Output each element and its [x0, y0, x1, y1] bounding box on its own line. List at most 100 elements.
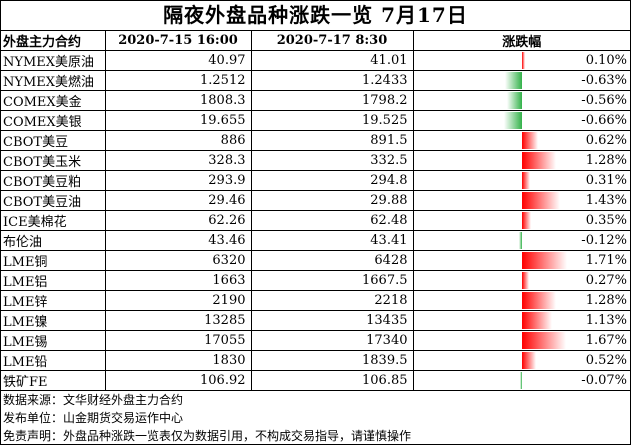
curr-price: 29.88: [250, 190, 414, 211]
curr-price: 332.5: [250, 150, 414, 171]
prev-price: 6320: [104, 250, 252, 271]
prev-price: 19.655: [104, 110, 252, 131]
change-bar-down: [518, 232, 522, 249]
header-contract: 外盘主力合约: [1, 31, 106, 51]
change-bar-up: [521, 132, 538, 149]
contract-name: 布伦油: [1, 230, 106, 251]
table-body: NYMEX美原油 40.97 41.01 0.10% NYMEX美燃油 1.2512 1.2…: [1, 50, 630, 391]
prev-price: 13285: [104, 310, 252, 331]
header-prev-time: 2020-7-15 16:00: [104, 31, 252, 51]
change-cell: 0.27%: [412, 270, 630, 291]
change-bar-up: [521, 192, 560, 209]
change-value: 0.31%: [585, 173, 627, 188]
change-bar-up: [521, 212, 531, 229]
contract-name: LME铜: [1, 250, 106, 271]
page-title: 隔夜外盘品种涨跌一览 7月17日: [1, 1, 630, 31]
prev-price: 62.26: [104, 210, 252, 231]
change-cell: 1.43%: [412, 190, 630, 211]
contract-name: ICE美棉花: [1, 210, 106, 231]
change-value: 0.27%: [585, 273, 627, 288]
change-value: 1.67%: [585, 333, 627, 348]
change-cell: 0.10%: [412, 50, 630, 71]
table-row: LME铅 1830 1839.5 0.52%: [1, 350, 630, 371]
contract-name: 铁矿FE: [1, 370, 106, 391]
prev-price: 40.97: [104, 50, 252, 71]
change-bar-down: [503, 112, 522, 129]
table-row: 铁矿FE 106.92 106.85 -0.07%: [1, 370, 630, 391]
table-row: ICE美棉花 62.26 62.48 0.35%: [1, 210, 630, 231]
contract-name: CBOT美豆粕: [1, 170, 106, 191]
contract-name: CBOT美豆: [1, 130, 106, 151]
curr-price: 43.41: [250, 230, 414, 251]
header-curr-time: 2020-7-17 8:30: [250, 31, 414, 51]
change-value: -0.07%: [581, 373, 627, 388]
curr-price: 13435: [250, 310, 414, 331]
curr-price: 294.8: [250, 170, 414, 191]
table-row: LME铝 1663 1667.5 0.27%: [1, 270, 630, 291]
change-value: 1.28%: [585, 293, 627, 308]
change-value: -0.12%: [581, 233, 627, 248]
table-row: COMEX美银 19.655 19.525 -0.66%: [1, 110, 630, 131]
change-cell: -0.07%: [412, 370, 630, 391]
contract-name: LME锌: [1, 290, 106, 311]
change-bar-up: [521, 172, 530, 189]
prev-price: 1.2512: [104, 70, 252, 91]
change-bar-up: [521, 52, 525, 69]
table-row: CBOT美豆油 29.46 29.88 1.43%: [1, 190, 630, 211]
curr-price: 41.01: [250, 50, 414, 71]
change-value: 0.62%: [585, 133, 627, 148]
footer-disclaimer: 免责声明：外盘品种涨跌一览表仅为数据引用，不构成交易指导，请谨慎操作: [3, 429, 412, 443]
curr-price: 2218: [250, 290, 414, 311]
table-row: LME镍 13285 13435 1.13%: [1, 310, 630, 331]
prev-price: 293.9: [104, 170, 252, 191]
prev-price: 106.92: [104, 370, 252, 391]
prev-price: 43.46: [104, 230, 252, 251]
contract-name: COMEX美银: [1, 110, 106, 131]
header-change: 涨跌幅: [412, 31, 630, 51]
table-row: NYMEX美原油 40.97 41.01 0.10%: [1, 50, 630, 71]
curr-price: 1839.5: [250, 350, 414, 371]
change-cell: 0.52%: [412, 350, 630, 371]
table-row: LME铜 6320 6428 1.71%: [1, 250, 630, 271]
change-value: -0.66%: [581, 113, 627, 128]
prev-price: 328.3: [104, 150, 252, 171]
change-bar-down: [519, 372, 522, 389]
change-value: -0.56%: [581, 93, 627, 108]
contract-name: LME铝: [1, 270, 106, 291]
prev-price: 2190: [104, 290, 252, 311]
change-cell: -0.12%: [412, 230, 630, 251]
prev-price: 1808.3: [104, 90, 252, 111]
change-cell: 0.35%: [412, 210, 630, 231]
change-cell: 0.62%: [412, 130, 630, 151]
change-bar-up: [521, 152, 556, 169]
table-row: CBOT美玉米 328.3 332.5 1.28%: [1, 150, 630, 171]
contract-name: NYMEX美燃油: [1, 70, 106, 91]
change-value: 1.13%: [585, 313, 627, 328]
change-cell: -0.63%: [412, 70, 630, 91]
change-bar-up: [521, 252, 567, 269]
contract-name: COMEX美金: [1, 90, 106, 111]
change-bar-up: [521, 292, 556, 309]
curr-price: 6428: [250, 250, 414, 271]
curr-price: 17340: [250, 330, 414, 351]
change-cell: -0.56%: [412, 90, 630, 111]
change-bar-up: [521, 312, 552, 329]
contract-name: LME镍: [1, 310, 106, 331]
curr-price: 1.2433: [250, 70, 414, 91]
curr-price: 891.5: [250, 130, 414, 151]
quote-table: 外盘主力合约 2020-7-15 16:00 2020-7-17 8:30 涨跌…: [1, 31, 630, 391]
curr-price: 106.85: [250, 370, 414, 391]
prev-price: 1663: [104, 270, 252, 291]
prev-price: 29.46: [104, 190, 252, 211]
change-value: 0.10%: [585, 53, 627, 68]
change-cell: 1.67%: [412, 330, 630, 351]
change-value: -0.63%: [581, 73, 627, 88]
prev-price: 1830: [104, 350, 252, 371]
change-value: 1.28%: [585, 153, 627, 168]
change-cell: 1.71%: [412, 250, 630, 271]
change-cell: 0.31%: [412, 170, 630, 191]
change-cell: 1.13%: [412, 310, 630, 331]
change-bar-up: [521, 272, 529, 289]
change-cell: 1.28%: [412, 150, 630, 171]
